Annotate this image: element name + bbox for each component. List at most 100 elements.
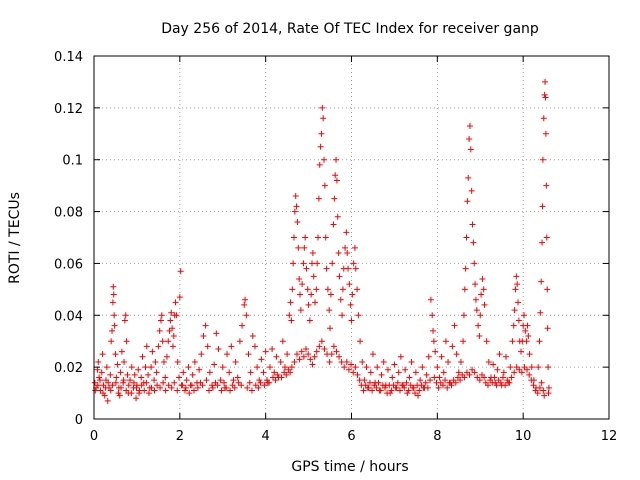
data-point — [442, 338, 449, 345]
data-point — [316, 161, 323, 168]
data-point — [309, 361, 316, 368]
data-point — [121, 317, 128, 324]
data-point — [431, 374, 438, 381]
y-tick-label: 0.06 — [54, 257, 83, 272]
data-point — [377, 387, 384, 394]
data-point — [105, 379, 112, 386]
data-point — [536, 338, 543, 345]
data-point — [167, 317, 174, 324]
data-point — [326, 358, 333, 365]
data-point — [173, 312, 180, 319]
data-point — [490, 361, 497, 368]
data-point — [543, 182, 550, 189]
data-point — [468, 187, 475, 194]
data-point — [521, 364, 528, 371]
data-point — [491, 374, 498, 381]
data-point — [434, 364, 441, 371]
data-point — [473, 307, 480, 314]
data-point — [169, 343, 176, 350]
data-point — [522, 327, 529, 334]
data-point — [294, 218, 301, 225]
data-point — [318, 130, 325, 137]
data-point — [544, 325, 551, 332]
data-point — [304, 286, 311, 293]
data-point — [367, 369, 374, 376]
data-point — [424, 384, 431, 391]
data-point — [442, 377, 449, 384]
data-point — [513, 273, 520, 280]
data-point — [172, 299, 179, 306]
data-point — [445, 358, 452, 365]
data-point — [166, 327, 173, 334]
data-point — [108, 338, 115, 345]
data-point — [151, 387, 158, 394]
data-point — [242, 296, 249, 303]
data-point — [391, 361, 398, 368]
data-point — [128, 364, 135, 371]
data-point — [541, 91, 548, 98]
data-point — [162, 374, 169, 381]
data-point — [230, 377, 237, 384]
data-point — [92, 387, 99, 394]
data-point — [435, 384, 442, 391]
data-point — [542, 94, 549, 101]
data-point — [394, 379, 401, 386]
data-point — [342, 244, 349, 251]
data-point — [348, 361, 355, 368]
data-point — [194, 384, 201, 391]
data-point — [455, 369, 462, 376]
data-point — [239, 322, 246, 329]
data-point — [476, 333, 483, 340]
data-point — [143, 343, 150, 350]
data-point — [171, 379, 178, 386]
data-point — [528, 377, 535, 384]
data-point — [333, 156, 340, 163]
data-point — [330, 221, 337, 228]
data-point — [476, 377, 483, 384]
data-point — [356, 377, 363, 384]
data-point — [403, 379, 410, 386]
data-point — [130, 379, 137, 386]
data-point — [145, 371, 152, 378]
data-point — [357, 338, 364, 345]
data-point — [344, 250, 351, 257]
data-point — [463, 234, 470, 241]
y-tick-labels: 0 0.02 0.04 0.06 0.08 0.1 0.12 0.14 — [54, 50, 83, 428]
data-point — [359, 358, 366, 365]
data-point — [451, 322, 458, 329]
data-point — [483, 338, 490, 345]
data-point — [336, 353, 343, 360]
data-point — [467, 146, 474, 153]
data-point — [203, 377, 210, 384]
data-point — [261, 382, 268, 389]
data-point — [152, 358, 159, 365]
data-point — [218, 387, 225, 394]
data-point — [139, 353, 146, 360]
x-axis-label: GPS time / hours — [291, 459, 408, 475]
data-point — [417, 377, 424, 384]
axis-ticks — [93, 55, 610, 420]
data-point — [412, 369, 419, 376]
data-point — [311, 353, 318, 360]
data-point — [113, 374, 120, 381]
data-point — [419, 364, 426, 371]
data-point — [284, 351, 291, 358]
data-point — [262, 348, 269, 355]
data-point — [246, 379, 253, 386]
data-point — [143, 379, 150, 386]
data-point — [148, 384, 155, 391]
data-point — [303, 265, 310, 272]
data-point — [453, 351, 460, 358]
data-point — [303, 345, 310, 352]
data-point — [300, 353, 307, 360]
data-point — [186, 390, 193, 397]
data-point — [360, 387, 367, 394]
data-point — [107, 371, 114, 378]
data-point — [168, 309, 175, 316]
data-point — [175, 374, 182, 381]
x-tick-labels: 0 2 4 6 8 10 12 — [90, 429, 617, 444]
data-point — [217, 377, 224, 384]
data-point — [291, 208, 298, 215]
data-point — [452, 379, 459, 386]
data-point — [543, 234, 550, 241]
